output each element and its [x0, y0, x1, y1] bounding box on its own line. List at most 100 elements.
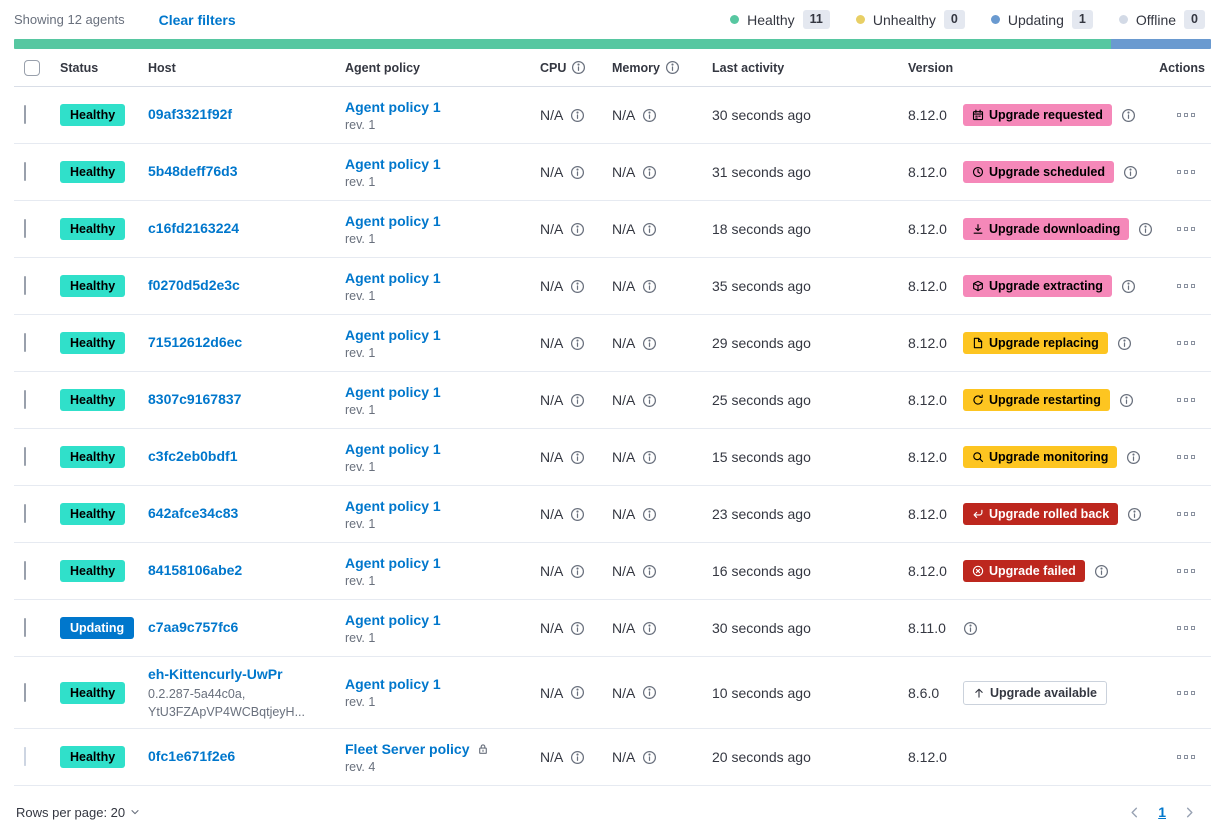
agent-policy-link[interactable]: Agent policy 1	[345, 326, 441, 343]
column-header-status[interactable]: Status	[60, 60, 99, 75]
row-checkbox[interactable]	[24, 276, 26, 295]
upgrade-info-icon[interactable]	[963, 621, 978, 636]
upgrade-info-icon[interactable]	[1126, 450, 1141, 465]
memory-info-icon[interactable]	[642, 685, 657, 700]
memory-info-icon[interactable]	[642, 507, 657, 522]
upgrade-info-icon[interactable]	[1121, 279, 1136, 294]
agent-policy-link[interactable]: Agent policy 1	[345, 554, 441, 571]
row-checkbox[interactable]	[24, 447, 26, 466]
previous-page-button[interactable]	[1127, 805, 1142, 820]
agent-policy-link[interactable]: Agent policy 1	[345, 98, 441, 115]
upgrade-info-icon[interactable]	[1094, 564, 1109, 579]
host-link[interactable]: c3fc2eb0bdf1	[148, 448, 238, 464]
host-link[interactable]: c16fd2163224	[148, 220, 240, 236]
host-link[interactable]: 71512612d6ec	[148, 334, 243, 350]
memory-info-icon[interactable]	[642, 108, 657, 123]
row-actions-button[interactable]	[1173, 166, 1199, 178]
cpu-info-icon[interactable]	[570, 393, 585, 408]
column-header-memory[interactable]: Memory	[602, 60, 684, 75]
memory-info-icon[interactable]	[642, 165, 657, 180]
upgrade-info-icon[interactable]	[1123, 165, 1138, 180]
column-header-cpu[interactable]: CPU	[530, 60, 602, 75]
upgrade-info-icon[interactable]	[1119, 393, 1134, 408]
cpu-info-icon[interactable]	[570, 108, 585, 123]
memory-info-icon[interactable]	[642, 450, 657, 465]
host-link[interactable]: 5b48deff76d3	[148, 163, 238, 179]
next-page-button[interactable]	[1182, 805, 1197, 820]
upgrade-info-icon[interactable]	[1138, 222, 1153, 237]
row-actions-button[interactable]	[1173, 622, 1199, 634]
cpu-info-icon[interactable]	[570, 564, 585, 579]
cpu-info-icon[interactable]	[570, 621, 585, 636]
agent-policy-link[interactable]: Fleet Server policy	[345, 740, 470, 757]
column-header-actions[interactable]: Actions	[1159, 60, 1205, 75]
row-actions-button[interactable]	[1173, 337, 1199, 349]
cpu-info-icon[interactable]	[570, 336, 585, 351]
cpu-info-icon[interactable]	[570, 222, 585, 237]
page-number-button[interactable]: 1	[1158, 804, 1166, 820]
column-info-icon[interactable]	[571, 60, 586, 75]
select-all-checkbox[interactable]	[24, 59, 40, 76]
host-link[interactable]: 0fc1e671f2e6	[148, 748, 236, 764]
cpu-info-icon[interactable]	[570, 279, 585, 294]
row-actions-button[interactable]	[1173, 451, 1199, 463]
row-checkbox[interactable]	[24, 504, 26, 523]
host-link[interactable]: c7aa9c757fc6	[148, 619, 239, 635]
row-checkbox[interactable]	[24, 333, 26, 352]
row-actions-button[interactable]	[1173, 223, 1199, 235]
column-header-agent-policy[interactable]: Agent policy	[345, 60, 421, 75]
agent-policy-link[interactable]: Agent policy 1	[345, 676, 441, 692]
row-actions-button[interactable]	[1173, 508, 1199, 520]
row-actions-button[interactable]	[1173, 280, 1199, 292]
row-checkbox[interactable]	[24, 682, 26, 702]
host-link[interactable]: 84158106abe2	[148, 562, 243, 578]
row-actions-button[interactable]	[1173, 394, 1199, 406]
row-actions-button[interactable]	[1173, 687, 1199, 699]
clear-filters-link[interactable]: Clear filters	[158, 11, 236, 28]
row-actions-button[interactable]	[1173, 565, 1199, 577]
row-checkbox[interactable]	[24, 105, 26, 124]
row-checkbox[interactable]	[24, 561, 26, 580]
cpu-value: N/A	[540, 684, 564, 701]
host-link[interactable]: f0270d5d2e3c	[148, 277, 240, 293]
cpu-info-icon[interactable]	[570, 685, 585, 700]
rows-per-page-selector[interactable]: Rows per page: 20	[16, 805, 141, 820]
agent-policy-link[interactable]: Agent policy 1	[345, 497, 441, 514]
agent-policy-link[interactable]: Agent policy 1	[345, 611, 441, 628]
row-actions-button[interactable]	[1173, 109, 1199, 121]
host-link[interactable]: 8307c9167837	[148, 391, 242, 407]
upgrade-info-icon[interactable]	[1121, 108, 1136, 123]
row-checkbox[interactable]	[24, 618, 26, 637]
calendar-icon	[972, 109, 984, 121]
agent-policy-link[interactable]: Agent policy 1	[345, 212, 441, 229]
memory-info-icon[interactable]	[642, 336, 657, 351]
upgrade-info-icon[interactable]	[1117, 336, 1132, 351]
host-link[interactable]: 642afce34c83	[148, 505, 239, 521]
column-header-last-activity[interactable]: Last activity	[712, 60, 785, 75]
cpu-info-icon[interactable]	[570, 750, 585, 765]
memory-info-icon[interactable]	[642, 393, 657, 408]
row-checkbox[interactable]	[24, 162, 26, 181]
memory-info-icon[interactable]	[642, 564, 657, 579]
agent-policy-link[interactable]: Agent policy 1	[345, 383, 441, 400]
agent-policy-link[interactable]: Agent policy 1	[345, 269, 441, 286]
memory-info-icon[interactable]	[642, 279, 657, 294]
row-checkbox[interactable]	[24, 390, 26, 409]
memory-info-icon[interactable]	[642, 222, 657, 237]
upgrade-info-icon[interactable]	[1127, 507, 1142, 522]
memory-info-icon[interactable]	[642, 750, 657, 765]
cpu-info-icon[interactable]	[570, 450, 585, 465]
column-header-host[interactable]: Host	[148, 60, 176, 75]
row-checkbox[interactable]	[24, 219, 26, 238]
host-link[interactable]: eh-Kittencurly-UwPr	[148, 665, 283, 682]
memory-info-icon[interactable]	[642, 621, 657, 636]
agent-policy-link[interactable]: Agent policy 1	[345, 155, 441, 172]
cpu-info-icon[interactable]	[570, 507, 585, 522]
agent-policy-link[interactable]: Agent policy 1	[345, 440, 441, 457]
row-actions-button[interactable]	[1173, 751, 1199, 763]
host-link[interactable]: 09af3321f92f	[148, 106, 233, 122]
cpu-info-icon[interactable]	[570, 165, 585, 180]
column-header-version[interactable]: Version	[908, 60, 954, 75]
column-info-icon[interactable]	[665, 60, 680, 75]
legend-count-badge: 0	[1184, 10, 1205, 29]
